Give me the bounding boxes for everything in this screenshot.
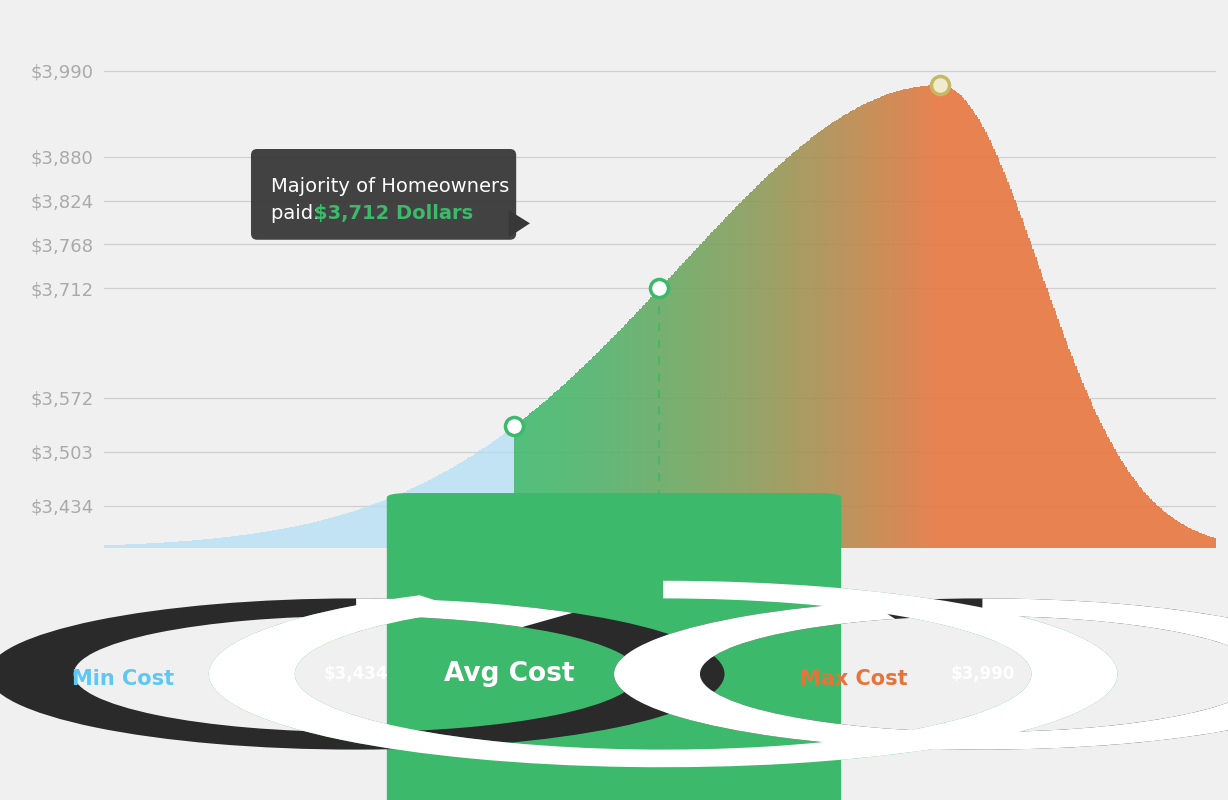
Wedge shape bbox=[209, 581, 1117, 767]
Text: Max Cost: Max Cost bbox=[799, 669, 907, 689]
Polygon shape bbox=[508, 210, 530, 238]
Text: paid:: paid: bbox=[271, 204, 325, 222]
Wedge shape bbox=[614, 598, 1228, 750]
Text: $3,434: $3,434 bbox=[324, 665, 388, 683]
FancyBboxPatch shape bbox=[251, 149, 516, 240]
Wedge shape bbox=[0, 598, 725, 750]
Text: Majority of Homeowners: Majority of Homeowners bbox=[271, 177, 510, 196]
Wedge shape bbox=[356, 598, 572, 627]
Text: $3,712 Dollars: $3,712 Dollars bbox=[314, 204, 473, 222]
Text: Avg Cost: Avg Cost bbox=[445, 661, 575, 687]
Text: $3,712: $3,712 bbox=[629, 665, 698, 683]
Text: Min Cost: Min Cost bbox=[71, 669, 174, 689]
Text: $3,990: $3,990 bbox=[950, 665, 1014, 683]
FancyBboxPatch shape bbox=[387, 493, 841, 800]
Wedge shape bbox=[209, 581, 1117, 767]
Wedge shape bbox=[614, 598, 1228, 750]
